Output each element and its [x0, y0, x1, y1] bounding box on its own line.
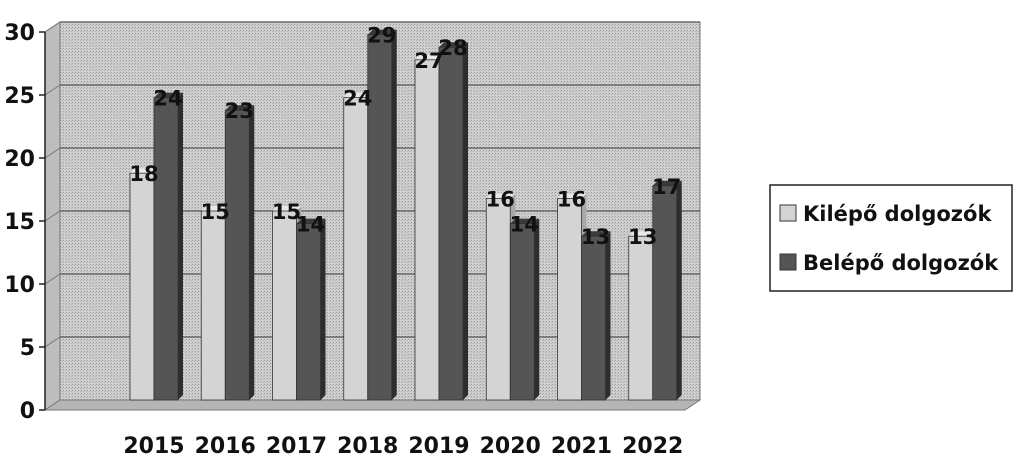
x-tick-label: 2019	[408, 434, 469, 458]
bar	[652, 180, 682, 401]
bar-front	[628, 235, 654, 401]
data-label: 16	[557, 187, 586, 211]
bar	[438, 42, 468, 401]
legend-label-1: Belépő dolgozók	[803, 251, 999, 275]
bar-top	[343, 92, 373, 98]
bar-side	[534, 218, 540, 400]
data-label: 13	[581, 225, 610, 249]
bar-side	[463, 42, 468, 400]
bar	[224, 105, 255, 401]
bar-top	[628, 231, 658, 237]
x-tick-label: 2016	[195, 434, 256, 458]
data-label: 15	[272, 200, 301, 224]
legend-label-0: Kilépő dolgozók	[803, 202, 992, 226]
x-tick-label: 2022	[622, 434, 683, 458]
gridline-side	[44, 21, 61, 33]
data-label: 18	[129, 162, 158, 186]
gridline-side	[44, 273, 61, 285]
x-tick-label: 2020	[480, 434, 541, 458]
bar-top	[154, 92, 183, 98]
bar-side	[391, 29, 397, 400]
data-label: 27	[414, 49, 443, 73]
bar-front	[343, 97, 369, 401]
y-axis-ticks: 0 5 10 15 20 25 30	[4, 21, 45, 424]
bar-side	[676, 180, 682, 400]
bars	[129, 29, 682, 401]
y-tick-label: 30	[4, 21, 35, 46]
data-label: 17	[652, 175, 681, 199]
bar-top	[201, 206, 231, 211]
gridline-side	[44, 147, 61, 159]
bar-front	[224, 109, 250, 401]
legend-swatch-1	[779, 253, 797, 271]
bar-top	[510, 218, 540, 224]
bar-top	[486, 193, 516, 199]
y-tick-label: 5	[20, 336, 35, 361]
x-axis-labels: 2015 2016 2017 2018 2019 2020 2021 2022	[123, 434, 683, 458]
gridline-side	[44, 210, 61, 222]
gridline-side	[44, 336, 61, 348]
bar-front	[557, 197, 582, 401]
data-label: 29	[367, 24, 396, 48]
bar-front	[272, 210, 297, 401]
x-tick-label: 2017	[266, 434, 327, 458]
x-tick-label: 2021	[551, 434, 612, 458]
bar-side	[320, 218, 326, 400]
bar-front	[200, 210, 226, 401]
bar-top	[296, 218, 326, 224]
bar-front	[652, 185, 678, 401]
bar-top	[225, 105, 255, 111]
bar-top	[272, 206, 302, 211]
bar-front	[367, 34, 393, 401]
x-tick-label: 2015	[123, 434, 184, 458]
bar	[509, 218, 540, 401]
bar-side	[249, 105, 255, 400]
bar	[581, 231, 611, 401]
data-label: 24	[153, 87, 182, 111]
y-tick-label: 20	[4, 147, 35, 172]
bar-front	[414, 59, 440, 401]
x-tick-label: 2018	[337, 434, 398, 458]
y-tick-label: 0	[20, 399, 35, 424]
bar-front	[581, 235, 606, 401]
bar-side	[605, 231, 611, 400]
data-label: 14	[510, 213, 539, 237]
legend-box	[769, 184, 1013, 292]
bar-front	[485, 197, 511, 401]
bar-top	[652, 180, 682, 186]
data-label: 23	[225, 99, 254, 123]
legend-swatch-0	[779, 204, 797, 222]
legend: Kilépő dolgozók Belépő dolgozók	[769, 184, 1013, 292]
bar-top	[439, 42, 468, 48]
y-tick-label: 15	[4, 210, 35, 235]
bar-top	[130, 168, 159, 174]
data-label: 24	[343, 87, 372, 111]
bar-side	[178, 92, 183, 400]
bar	[153, 92, 183, 401]
bar-front	[129, 172, 155, 401]
data-label: 15	[201, 200, 230, 224]
bar-top	[581, 231, 611, 237]
bar	[367, 29, 397, 401]
bar-front	[153, 97, 179, 401]
data-label: 16	[486, 187, 515, 211]
gridline-side	[44, 84, 61, 96]
bar-front	[509, 223, 535, 401]
plot-floor	[43, 399, 702, 411]
y-tick-label: 25	[4, 84, 35, 109]
bar-front	[296, 223, 321, 401]
bar-top	[367, 29, 397, 35]
data-label: 14	[296, 213, 325, 237]
bar-front	[438, 46, 464, 401]
y-tick-label: 10	[4, 273, 35, 298]
bar-top	[415, 54, 444, 60]
bar-top	[557, 193, 587, 199]
bar	[296, 218, 326, 401]
data-label: 28	[438, 36, 467, 60]
data-label: 13	[628, 225, 657, 249]
